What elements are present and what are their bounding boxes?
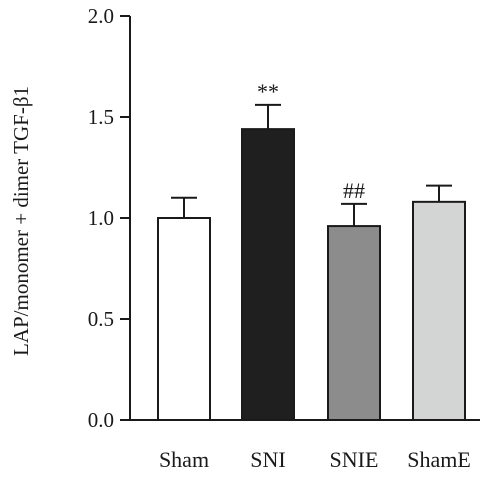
x-tick-label: SNIE: [330, 447, 379, 472]
y-tick-label: 1.0: [88, 206, 114, 230]
x-tick-label: Sham: [159, 447, 209, 472]
y-tick-label: 0.0: [88, 408, 114, 432]
significance-label: **: [257, 79, 279, 104]
x-tick-label: SNI: [250, 447, 285, 472]
y-tick-label: 1.5: [88, 105, 114, 129]
bar-snie: [327, 225, 381, 421]
bar-sni: [241, 128, 295, 421]
y-axis-label: LAP/monomer + dimer TGF-β1: [9, 86, 33, 356]
significance-label: ##: [343, 178, 365, 203]
y-tick-label: 0.5: [88, 307, 114, 331]
bar-shame: [412, 200, 466, 421]
x-tick-label: ShamE: [407, 447, 471, 472]
y-tick-label: 2.0: [88, 4, 114, 28]
bar-sham: [157, 217, 211, 421]
